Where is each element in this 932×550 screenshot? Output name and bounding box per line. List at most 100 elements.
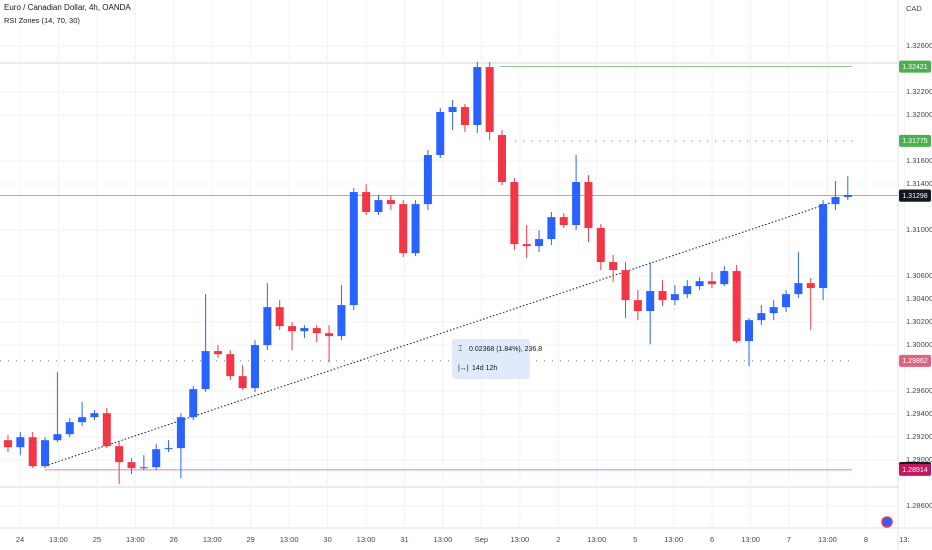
candle-body xyxy=(201,351,210,390)
candle-body xyxy=(658,291,667,301)
candle-body xyxy=(16,437,25,448)
y-tick-label: 1.31000 xyxy=(906,225,932,234)
candle-body xyxy=(312,328,321,334)
candle-body xyxy=(535,239,544,247)
candle-body xyxy=(374,200,383,213)
tooltip-box xyxy=(452,339,530,379)
candle-body xyxy=(547,217,556,240)
candle-body xyxy=(436,112,445,156)
candle-body xyxy=(757,313,766,321)
tooltip-change: 0.02368 (1.84%), 236.8 xyxy=(469,346,542,353)
candle-body xyxy=(572,182,581,226)
x-tick-label: 13:00 xyxy=(203,535,222,544)
candle-body xyxy=(843,195,852,197)
price-label: 1.28914 xyxy=(902,467,927,474)
trend-line xyxy=(44,202,831,467)
x-tick-label: 2 xyxy=(556,535,560,544)
candle-body xyxy=(300,328,309,332)
price-label-box xyxy=(899,134,931,147)
x-tick-label: 5 xyxy=(633,535,637,544)
candle-body xyxy=(745,320,753,342)
candle-body xyxy=(164,448,173,450)
x-tick-label: 13:00 xyxy=(587,535,606,544)
x-tick-label: 25 xyxy=(93,535,101,544)
candle-body xyxy=(189,389,198,418)
candle-body xyxy=(460,107,469,125)
x-tick-label: 13:00 xyxy=(357,535,376,544)
candle-body xyxy=(325,333,334,337)
price-label-box xyxy=(899,354,931,367)
y-tick-label: 1.30200 xyxy=(906,317,932,326)
candle-body xyxy=(683,286,692,295)
candle-body xyxy=(349,192,358,306)
candle-body xyxy=(794,283,803,295)
levels xyxy=(0,66,898,471)
candle-body xyxy=(473,67,482,125)
candle-body xyxy=(213,351,222,355)
candle-body xyxy=(65,422,74,435)
candle-body xyxy=(695,281,704,287)
x-tick-label: 13: xyxy=(899,535,909,544)
x-tick-label: 29 xyxy=(247,535,255,544)
currency-label: CAD xyxy=(906,4,922,13)
candle-body xyxy=(176,417,185,449)
candle-body xyxy=(337,305,346,337)
x-tick-label: 7 xyxy=(787,535,791,544)
candle-body xyxy=(782,294,791,308)
y-tick-label: 1.32600 xyxy=(906,41,932,50)
y-tick-label: 1.31400 xyxy=(906,179,932,188)
candle-body xyxy=(386,200,395,205)
candle-body xyxy=(263,307,272,346)
y-tick-label: 1.32000 xyxy=(906,110,932,119)
price-label: 1.31298 xyxy=(902,193,927,200)
x-tick-label: 13:00 xyxy=(434,535,453,544)
x-tick-label: 30 xyxy=(323,535,331,544)
y-tick-label: 1.28600 xyxy=(906,501,932,510)
x-tick-label: Sep xyxy=(475,535,488,544)
candle-body xyxy=(139,467,148,469)
candle-body xyxy=(115,446,124,463)
candle-body xyxy=(670,294,679,301)
candle-body xyxy=(4,440,12,448)
tooltip-icon: |↔| xyxy=(458,365,469,372)
candle-body xyxy=(448,107,457,113)
x-tick-label: 13:00 xyxy=(818,535,837,544)
candle-body xyxy=(78,417,87,423)
price-label: 1.29862 xyxy=(902,358,927,365)
x-tick-label: 13:00 xyxy=(664,535,683,544)
candle-body xyxy=(596,228,605,263)
candle-body xyxy=(102,413,111,447)
candle-body xyxy=(510,182,519,245)
y-tick-label: 1.29000 xyxy=(906,455,932,464)
indicator-label: RSI Zones (14, 70, 30) xyxy=(4,16,80,25)
candle-body xyxy=(633,300,642,312)
candle-body xyxy=(559,217,568,226)
candle-body xyxy=(646,291,655,312)
candle-body xyxy=(362,192,371,213)
candle-body xyxy=(127,462,136,469)
y-tick-label: 1.32200 xyxy=(906,87,932,96)
logo[interactable] xyxy=(881,516,893,528)
chart-title: Euro / Canadian Dollar, 4h, OANDA xyxy=(4,3,131,12)
candle-body xyxy=(806,283,815,289)
candle-body xyxy=(288,326,297,332)
candle-body xyxy=(28,437,37,467)
candle-body xyxy=(819,204,828,289)
price-axis: 1.32600 1.32200 1.32000 1.31600 1.31400 1.310… xyxy=(899,41,932,510)
candle-body xyxy=(399,204,408,254)
candle-body xyxy=(226,354,235,377)
candle-body xyxy=(621,270,630,301)
y-tick-label: 1.29200 xyxy=(906,432,932,441)
candle-body xyxy=(485,67,494,133)
candle-body xyxy=(90,413,99,418)
candle-body xyxy=(609,262,618,271)
x-tick-label: 8 xyxy=(864,535,868,544)
candle-body xyxy=(53,434,62,441)
x-tick-label: 13:00 xyxy=(280,535,299,544)
price-label-box xyxy=(899,189,931,202)
y-tick-label: 1.30600 xyxy=(906,271,932,280)
y-tick-label: 1.29400 xyxy=(906,409,932,418)
x-tick-label: 13:00 xyxy=(126,535,145,544)
